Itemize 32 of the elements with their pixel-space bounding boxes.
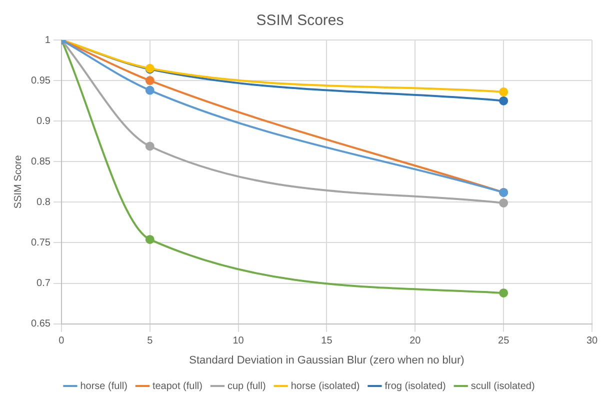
legend-label: cup (full) [227,380,266,392]
y-tick-label: 0.7 [36,278,51,290]
x-tick-label: 5 [147,336,154,347]
y-tick-label: 0.75 [30,237,51,248]
point [499,198,508,208]
x-tick-label: 10 [232,336,244,347]
y-tick-label: 0.95 [30,75,51,86]
point [145,86,154,95]
point [145,234,154,244]
point [499,87,508,96]
legend-label: horse (full) [80,380,128,392]
y-axis-title: SSIM Score [12,154,24,209]
legend-label: teapot (full) [152,380,202,392]
x-tick-label: 0 [58,336,65,347]
legend-label: frog (isolated) [384,380,446,392]
x-tick-label: 15 [321,336,333,347]
y-tick-label: 0.65 [30,318,51,330]
point [499,96,508,106]
y-tick-label: 0.9 [36,116,51,127]
x-tick-label: 20 [410,336,422,347]
legend-label: scull (isolated) [470,380,535,392]
y-tick-label: 0.8 [36,196,51,208]
x-tick-label: 30 [586,336,598,347]
legend-label: horse (isolated) [290,380,360,392]
x-tick-label: 25 [498,336,510,347]
point [145,142,154,151]
point [145,76,154,86]
x-axis-title: Standard Deviation in Gaussian Blur (zero when no blur) [189,354,464,366]
y-tick-label: 1 [44,34,51,46]
chart-title: SSIM Scores [256,12,344,30]
point [499,288,508,298]
y-tick-label: 0.85 [30,156,51,168]
